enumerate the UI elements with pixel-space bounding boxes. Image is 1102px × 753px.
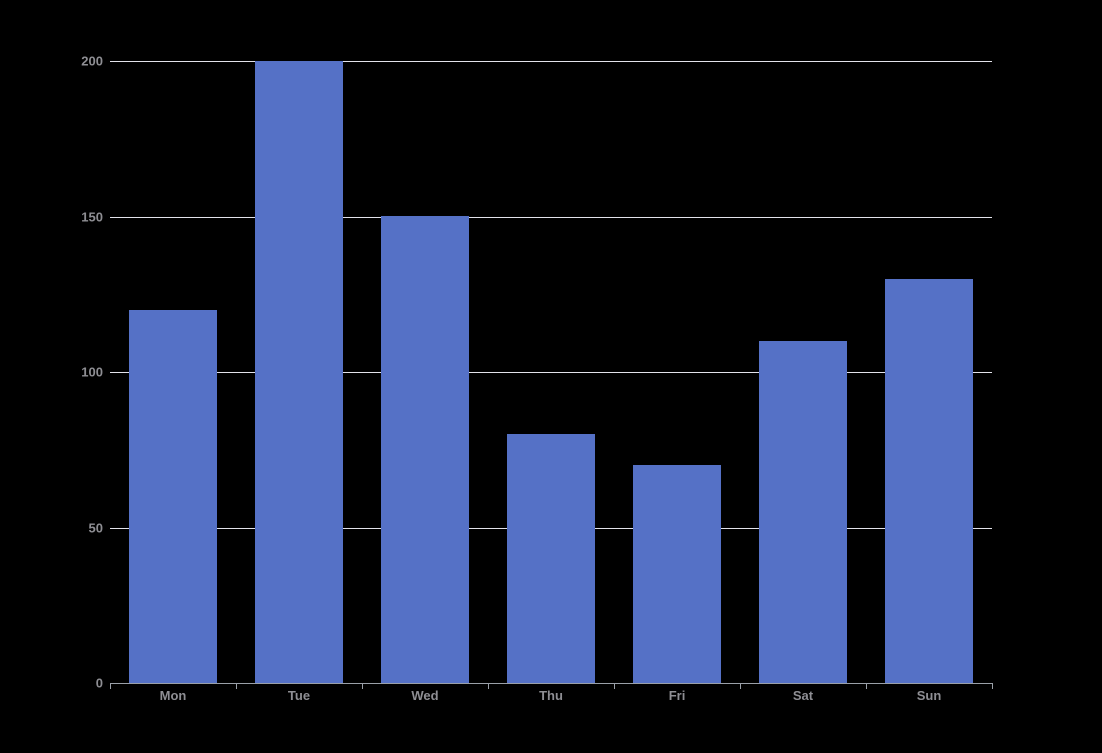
x-axis-tick	[866, 684, 867, 689]
y-axis-tick-label: 200	[81, 53, 103, 69]
bar-wed	[381, 216, 469, 683]
x-axis-tick	[236, 684, 237, 689]
y-axis-tick-label: 0	[95, 675, 103, 691]
y-axis-tick-label: 50	[88, 520, 103, 536]
gridline-100	[110, 372, 992, 373]
gridline-200	[110, 61, 992, 62]
bar-sat	[759, 341, 847, 683]
x-axis-label-tue: Tue	[287, 688, 311, 703]
x-axis-label-wed: Wed	[411, 688, 439, 703]
x-axis-label-sun: Sun	[916, 688, 942, 703]
x-axis-tick	[362, 684, 363, 689]
x-axis-line	[110, 683, 993, 684]
bar-fri	[633, 465, 721, 683]
x-axis-tick	[488, 684, 489, 689]
bar-thu	[507, 434, 595, 683]
x-axis-label-thu: Thu	[539, 688, 563, 703]
x-axis-tick	[992, 684, 993, 689]
gridline-150	[110, 217, 992, 218]
y-axis-tick-label: 150	[81, 209, 103, 225]
x-axis-label-mon: Mon	[159, 688, 187, 703]
bar-sun	[885, 279, 973, 683]
x-axis-label-fri: Fri	[668, 688, 686, 703]
x-axis-label-sat: Sat	[792, 688, 814, 703]
x-axis-tick	[614, 684, 615, 689]
bar-mon	[129, 310, 217, 683]
x-axis-tick	[740, 684, 741, 689]
x-axis-tick	[110, 684, 111, 689]
y-axis-tick-label: 100	[81, 364, 103, 380]
bar-tue	[255, 61, 343, 683]
